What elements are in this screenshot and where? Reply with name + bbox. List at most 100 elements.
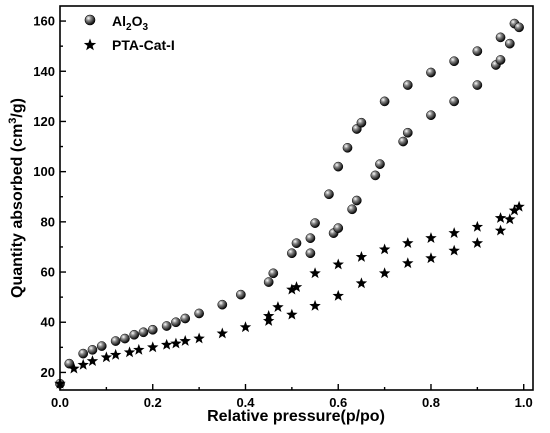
point-al2o3 — [305, 233, 316, 244]
y-tick-label: 160 — [33, 14, 55, 29]
point-al2o3 — [287, 248, 297, 259]
point-pta-cat-i — [286, 283, 298, 295]
point-pta-cat-i — [378, 243, 391, 255]
point-al2o3 — [110, 336, 121, 346]
x-axis-tick-labels: 0.0 0.2 0.4 0.6 0.8 1.0 — [51, 395, 533, 410]
point-al2o3 — [194, 308, 204, 319]
point-al2o3 — [171, 317, 181, 328]
plot-area — [60, 6, 533, 390]
point-al2o3 — [147, 324, 158, 335]
point-pta-cat-i — [332, 258, 344, 270]
point-pta-cat-i — [160, 338, 173, 350]
point-pta-cat-i — [262, 314, 275, 326]
y-axis-title-sup: 3 — [7, 118, 19, 124]
point-pta-cat-i — [513, 200, 525, 212]
point-al2o3 — [514, 22, 524, 33]
point-al2o3 — [268, 268, 279, 279]
point-pta-cat-i — [193, 332, 205, 344]
y-tick-label: 100 — [33, 164, 55, 179]
point-al2o3 — [87, 344, 98, 355]
point-pta-cat-i — [68, 362, 80, 374]
point-pta-cat-i — [109, 348, 122, 360]
y-tick-label: 40 — [41, 315, 55, 330]
point-al2o3 — [138, 327, 149, 338]
point-al2o3 — [96, 341, 107, 351]
point-al2o3 — [472, 46, 483, 57]
point-pta-cat-i — [504, 213, 516, 225]
point-pta-cat-i — [147, 341, 159, 353]
legend-label-pta-cat-i: PTA-Cat-I — [112, 37, 175, 53]
point-al2o3 — [426, 110, 436, 121]
x-tick-label: 0.8 — [422, 395, 440, 410]
legend-al2o3-sub2: 3 — [142, 22, 148, 33]
legend-al2o3-mid: O — [132, 13, 143, 29]
point-al2o3 — [180, 313, 191, 324]
y-axis-tick-labels: 20 40 60 80 100 120 140 160 — [33, 14, 55, 380]
x-axis-title: Relative pressure(p/po) — [207, 408, 385, 425]
legend-label-al2o3: Al2O3 — [112, 13, 148, 33]
point-pta-cat-i — [216, 327, 229, 339]
point-al2o3 — [333, 223, 344, 233]
point-al2o3 — [379, 96, 390, 107]
point-pta-cat-i — [123, 346, 136, 358]
point-al2o3 — [342, 142, 353, 153]
series-pta-cat-i — [54, 200, 525, 389]
point-pta-cat-i — [378, 267, 391, 279]
point-al2o3 — [291, 238, 302, 249]
point-al2o3 — [495, 55, 506, 65]
point-pta-cat-i — [448, 244, 460, 256]
point-al2o3 — [333, 161, 344, 172]
point-pta-cat-i — [448, 227, 460, 238]
y-tick-label: 80 — [41, 214, 55, 229]
point-pta-cat-i — [494, 224, 507, 236]
x-tick-label: 0.2 — [144, 395, 162, 410]
series-al2o3 — [55, 18, 524, 389]
point-al2o3 — [310, 218, 320, 228]
y-tick-label: 140 — [33, 64, 55, 79]
point-al2o3 — [449, 96, 460, 107]
point-al2o3 — [351, 195, 362, 206]
point-pta-cat-i — [286, 308, 298, 320]
point-pta-cat-i — [179, 335, 191, 346]
point-pta-cat-i — [309, 299, 321, 311]
point-pta-cat-i — [425, 252, 437, 264]
point-pta-cat-i — [133, 343, 145, 355]
x-tick-label: 0.6 — [329, 395, 347, 410]
point-al2o3 — [347, 204, 357, 215]
y-tick-label: 20 — [41, 365, 55, 380]
point-pta-cat-i — [425, 232, 437, 244]
point-pta-cat-i — [402, 257, 414, 269]
point-al2o3 — [324, 189, 334, 200]
legend-marker-sphere — [84, 14, 96, 26]
plot-frame — [59, 5, 534, 391]
legend: Al2O3 PTA-Cat-I — [83, 13, 175, 53]
point-pta-cat-i — [239, 321, 252, 333]
point-pta-cat-i — [272, 301, 284, 313]
point-pta-cat-i — [100, 351, 113, 363]
point-al2o3 — [472, 80, 483, 90]
point-al2o3 — [449, 56, 460, 67]
point-pta-cat-i — [508, 204, 521, 216]
point-pta-cat-i — [471, 220, 484, 232]
point-al2o3 — [370, 170, 381, 181]
y-axis-title-suffix: /g) — [9, 98, 26, 118]
point-pta-cat-i — [77, 358, 89, 370]
legend-al2o3-main: Al — [112, 13, 126, 29]
point-pta-cat-i — [332, 289, 344, 301]
point-pta-cat-i — [86, 355, 99, 366]
legend-al2o3-sub1: 2 — [126, 22, 132, 33]
y-tick-label: 60 — [41, 265, 55, 280]
point-al2o3 — [305, 248, 316, 259]
point-al2o3 — [236, 289, 246, 300]
point-pta-cat-i — [355, 277, 368, 289]
point-pta-cat-i — [290, 281, 303, 292]
point-al2o3 — [161, 321, 172, 331]
y-axis-title-prefix: Quantity absorbed (cm — [9, 124, 26, 298]
point-al2o3 — [426, 67, 436, 78]
legend-item-al2o3: Al2O3 — [84, 13, 148, 33]
point-pta-cat-i — [494, 212, 507, 223]
legend-item-pta-cat-i: PTA-Cat-I — [83, 37, 175, 53]
point-pta-cat-i — [355, 250, 368, 262]
point-al2o3 — [217, 299, 228, 310]
